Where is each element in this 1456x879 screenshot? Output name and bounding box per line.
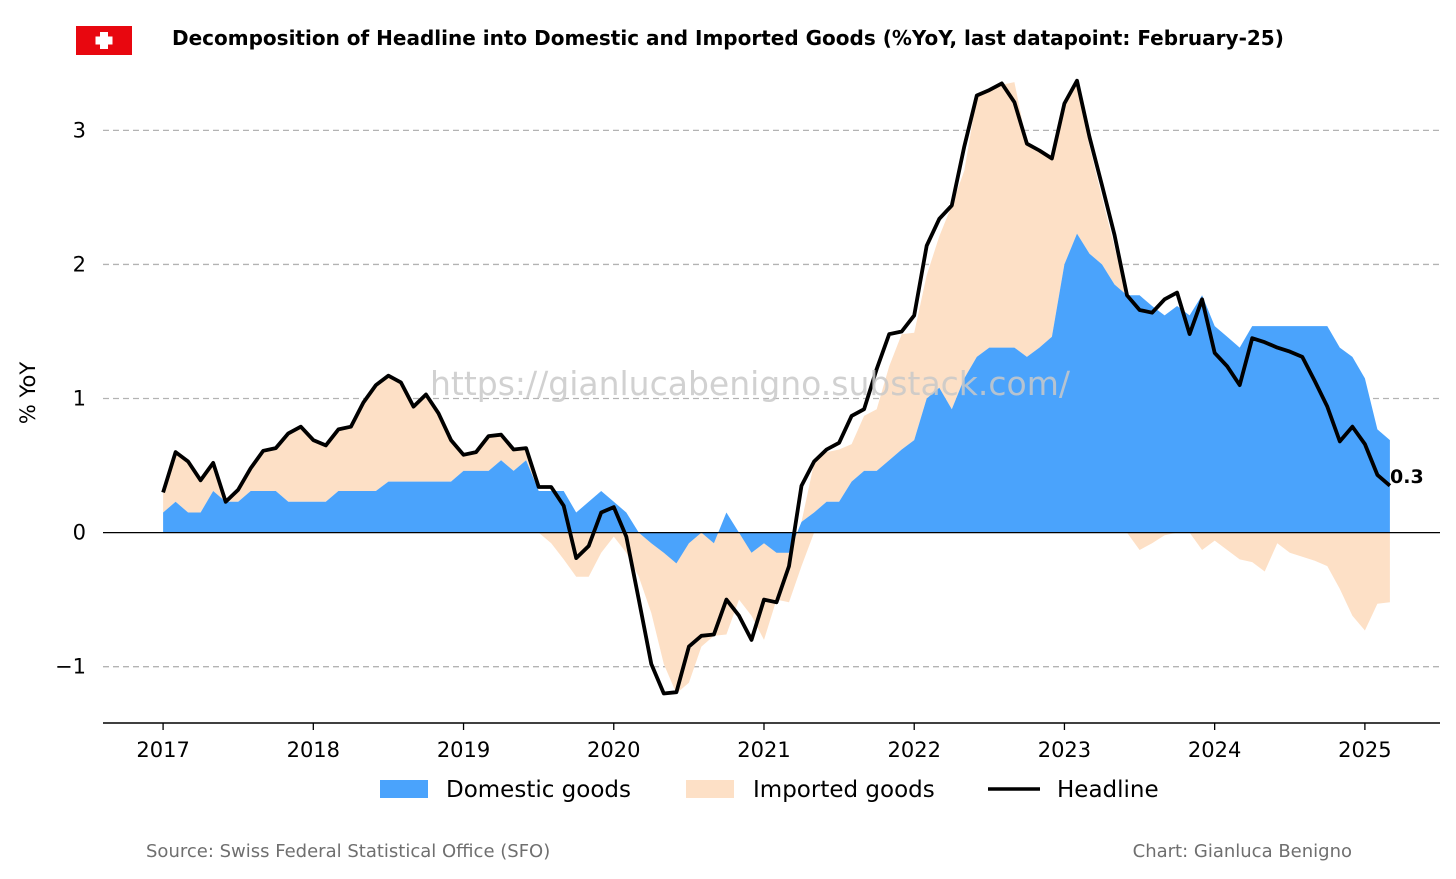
x-tick-label: 2021	[737, 738, 790, 762]
source-note: Source: Swiss Federal Statistical Office…	[146, 841, 550, 862]
headline-line-group	[161, 78, 1392, 696]
x-tick-label: 2020	[587, 738, 640, 762]
legend-label-headline: Headline	[1057, 777, 1159, 803]
switzerland-flag	[76, 26, 132, 55]
area-series	[163, 82, 1390, 694]
axes: −1 0 1 2 3 2017 2018 2019 2020 2021 2022 2023 2024 20…	[55, 118, 1440, 762]
legend: Domestic goods Imported goods Headline	[380, 777, 1159, 803]
last-value-label: 0.3	[1390, 466, 1424, 488]
y-tick-label: 0	[73, 521, 86, 545]
legend-swatch-imported	[686, 780, 734, 798]
y-tick-label: −1	[55, 655, 86, 679]
imported-goods-area	[163, 82, 1390, 533]
legend-swatch-domestic	[380, 780, 428, 798]
x-tick-label: 2023	[1038, 738, 1091, 762]
domestic-goods-area	[163, 233, 1390, 564]
headline-line	[161, 78, 1392, 696]
chart-title: Decomposition of Headline into Domestic …	[172, 26, 1284, 50]
y-axis-label: % YoY	[16, 362, 40, 425]
x-tick-label: 2018	[287, 738, 340, 762]
x-tick-label: 2017	[136, 738, 189, 762]
flag-cross-horizontal	[95, 36, 113, 45]
chart-credit: Chart: Gianluca Benigno	[1133, 841, 1352, 862]
y-tick-label: 1	[73, 387, 86, 411]
x-tick-label: 2022	[887, 738, 940, 762]
y-tick-label: 3	[73, 118, 86, 142]
x-tick-label: 2025	[1338, 738, 1391, 762]
legend-label-imported: Imported goods	[753, 777, 935, 803]
x-tick-label: 2024	[1188, 738, 1241, 762]
legend-label-domestic: Domestic goods	[446, 777, 631, 803]
x-tick-label: 2019	[437, 738, 490, 762]
y-tick-label: 2	[73, 252, 86, 276]
watermark: https://gianlucabenigno.substack.com/	[430, 364, 1071, 403]
imported-goods-negative-area	[163, 532, 1390, 694]
